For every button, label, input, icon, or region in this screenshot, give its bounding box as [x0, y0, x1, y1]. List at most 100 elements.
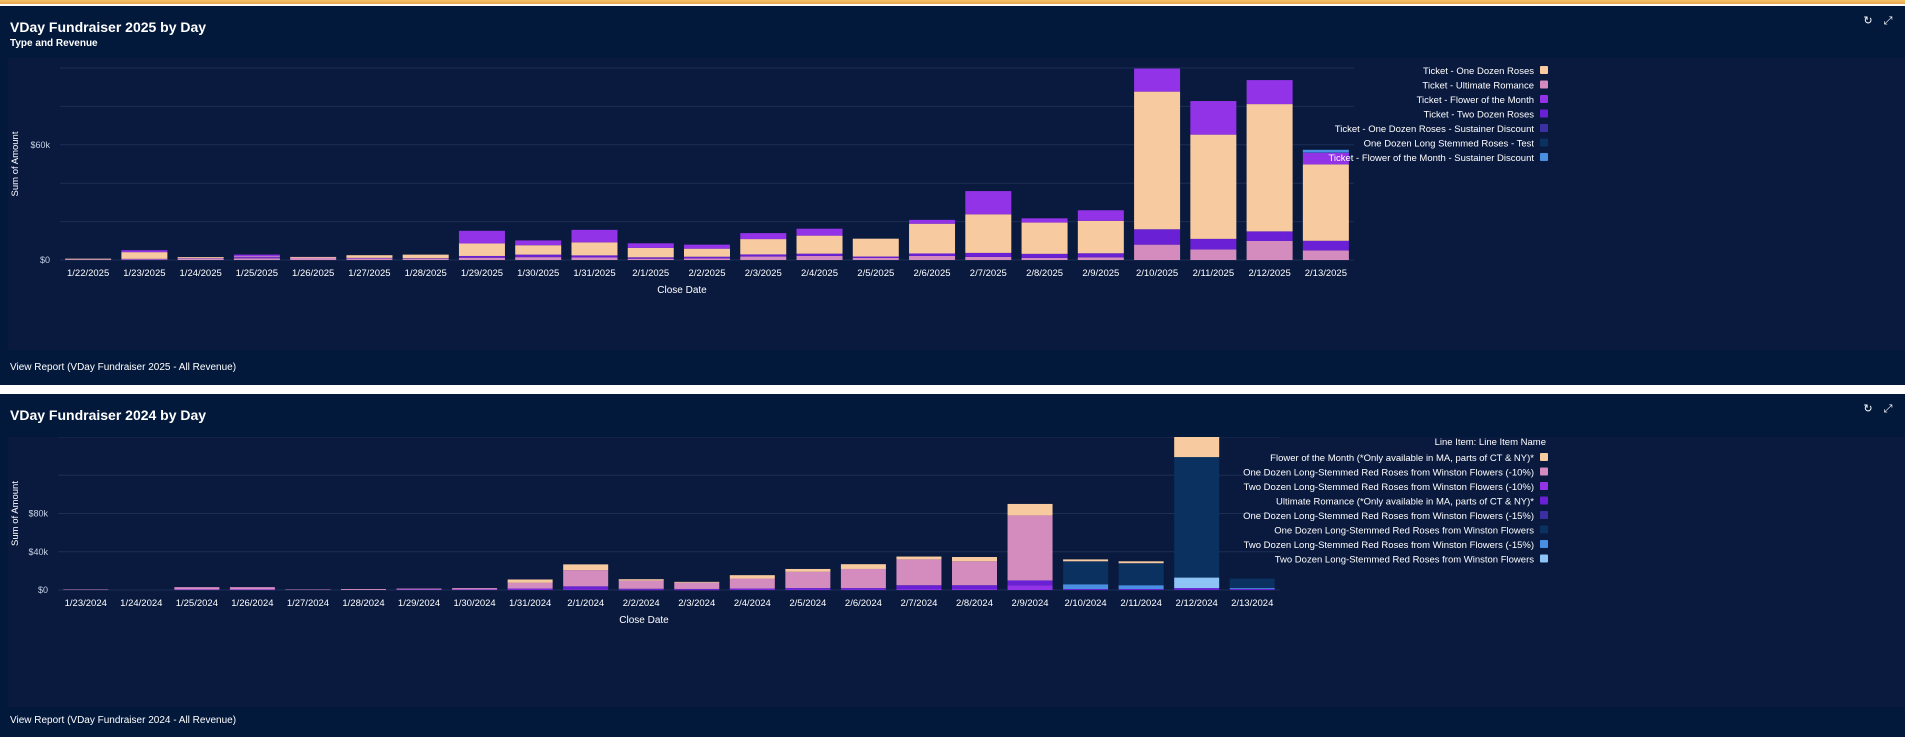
legend-swatch — [1540, 153, 1548, 161]
legend-swatch — [1540, 496, 1548, 505]
legend-label: Flower of the Month (*Only available in … — [1270, 453, 1534, 464]
bar-segment — [729, 575, 775, 579]
legend-swatch — [1540, 95, 1548, 103]
legend-label: Ticket - One Dozen Roses — [1423, 66, 1534, 77]
bar-segment — [515, 245, 562, 255]
bar-segment — [1007, 503, 1053, 516]
x-tick-label: 2/3/2025 — [745, 268, 782, 279]
bar-segment — [1077, 257, 1124, 260]
legend-label: Ticket - Flower of the Month — [1417, 95, 1534, 106]
panel-title: VDay Fundraiser 2025 by Day — [10, 19, 207, 35]
bar-segment — [1174, 577, 1220, 589]
x-tick-label: 1/26/2024 — [231, 598, 273, 609]
bar-segment — [684, 258, 730, 260]
legend-swatch — [1540, 554, 1548, 563]
bar-segment — [965, 191, 1012, 215]
bar-segment — [452, 589, 498, 591]
bar-segment — [65, 259, 112, 260]
bar-segment — [563, 564, 609, 571]
x-tick-label: 2/5/2024 — [789, 598, 826, 609]
bar-segment — [796, 255, 843, 260]
bar-segment — [1190, 249, 1237, 260]
bar-segment — [65, 258, 112, 260]
bar-segment — [909, 223, 956, 254]
bar-segment — [571, 257, 618, 260]
legend-label: Ticket - Two Dozen Roses — [1424, 110, 1535, 121]
bar-segment — [852, 256, 899, 258]
bar-segment — [674, 581, 720, 583]
bar-segment — [796, 235, 843, 254]
y-tick-label: $0 — [40, 255, 50, 265]
legend-title: Line Item: Line Item Name — [1435, 437, 1546, 448]
bar-segment — [571, 255, 618, 258]
bar-segment — [174, 587, 220, 590]
bar-segment — [840, 564, 886, 569]
legend-title: Line Item: Line Item Name — [1435, 58, 1546, 61]
bar-segment — [896, 585, 942, 590]
bar-segment — [729, 578, 775, 589]
bar-segment — [63, 589, 109, 591]
bar-segment — [177, 258, 224, 259]
bar-segment — [965, 214, 1012, 253]
view-report-link[interactable]: View Report (VDay Fundraiser 2025 - All … — [10, 362, 237, 373]
bar-segment — [458, 243, 505, 256]
panel-actions: ↻ ⤢ — [1863, 403, 1893, 415]
chart-area-2025: $0 $60k 1/22/2025 1/23/2025 1/24/2025 1/25/20… — [8, 50, 1905, 350]
bar-segment — [563, 570, 609, 587]
legend-label: Two Dozen Long-Stemmed Red Roses from Wi… — [1244, 482, 1534, 493]
x-tick-label: 2/10/2024 — [1064, 598, 1106, 609]
bar-segment — [840, 589, 886, 591]
refresh-icon[interactable]: ↻ — [1863, 15, 1873, 27]
bar-segment — [740, 239, 787, 255]
x-tick-label: 1/25/2025 — [236, 268, 278, 279]
expand-icon[interactable]: ⤢ — [1883, 15, 1893, 27]
y-tick-label: $40k — [28, 547, 48, 557]
bar-segment — [402, 258, 449, 259]
y-tick-label: $60k — [30, 140, 50, 150]
bar-segment — [563, 586, 609, 590]
legend-swatch — [1540, 540, 1548, 548]
dashboard-panel-2024: VDay Fundraiser 2024 by Day ↻ ⤢ $0 $40k $8… — [0, 394, 1905, 737]
bar-segment — [618, 588, 664, 590]
x-tick-label: 1/24/2025 — [180, 268, 222, 279]
bar-segment — [341, 589, 386, 590]
bar-segment — [1302, 152, 1349, 165]
bar-segment — [290, 257, 337, 260]
x-tick-label: 2/12/2025 — [1248, 268, 1290, 279]
y-tick-label: $80k — [28, 509, 48, 519]
bar-segment — [684, 244, 730, 249]
x-axis-title: Close Date — [657, 285, 707, 296]
legend-swatch — [1540, 80, 1548, 89]
bar-segment — [674, 589, 720, 591]
x-tick-label: 1/23/2025 — [123, 268, 165, 279]
x-tick-label: 2/2/2025 — [689, 268, 726, 279]
x-tick-label: 1/31/2024 — [509, 598, 551, 609]
x-tick-label: 1/30/2025 — [517, 268, 559, 279]
bar-segment — [627, 258, 674, 260]
x-tick-label: 2/13/2024 — [1231, 598, 1273, 609]
x-tick-label: 2/11/2025 — [1193, 268, 1235, 279]
bar-segment — [1229, 588, 1275, 590]
bar-segment — [1063, 584, 1109, 590]
bar-segment — [684, 248, 730, 257]
legend-swatch — [1540, 124, 1548, 132]
bar-segment — [233, 254, 280, 257]
expand-icon[interactable]: ⤢ — [1883, 403, 1893, 415]
x-tick-label: 1/25/2024 — [176, 598, 218, 609]
x-tick-label: 2/1/2025 — [632, 268, 669, 279]
bar-segment — [952, 589, 997, 590]
bar-segment — [1063, 561, 1109, 585]
bar-segment — [1302, 240, 1349, 251]
bar-segment — [1007, 515, 1053, 581]
refresh-icon[interactable]: ↻ — [1863, 403, 1873, 415]
bar-segment — [1021, 218, 1068, 223]
dashboard-panel-2025: VDay Fundraiser 2025 by Day Type and Rev… — [0, 6, 1905, 385]
bar-segment — [740, 254, 787, 257]
bar-segment — [852, 238, 899, 257]
bar-segment — [952, 557, 997, 562]
x-tick-label: 2/13/2025 — [1305, 268, 1347, 279]
bar-segment — [627, 243, 674, 248]
view-report-link[interactable]: View Report (VDay Fundraiser 2024 - All … — [10, 715, 237, 726]
bar-segment — [896, 556, 942, 560]
bar-segment — [458, 257, 505, 260]
